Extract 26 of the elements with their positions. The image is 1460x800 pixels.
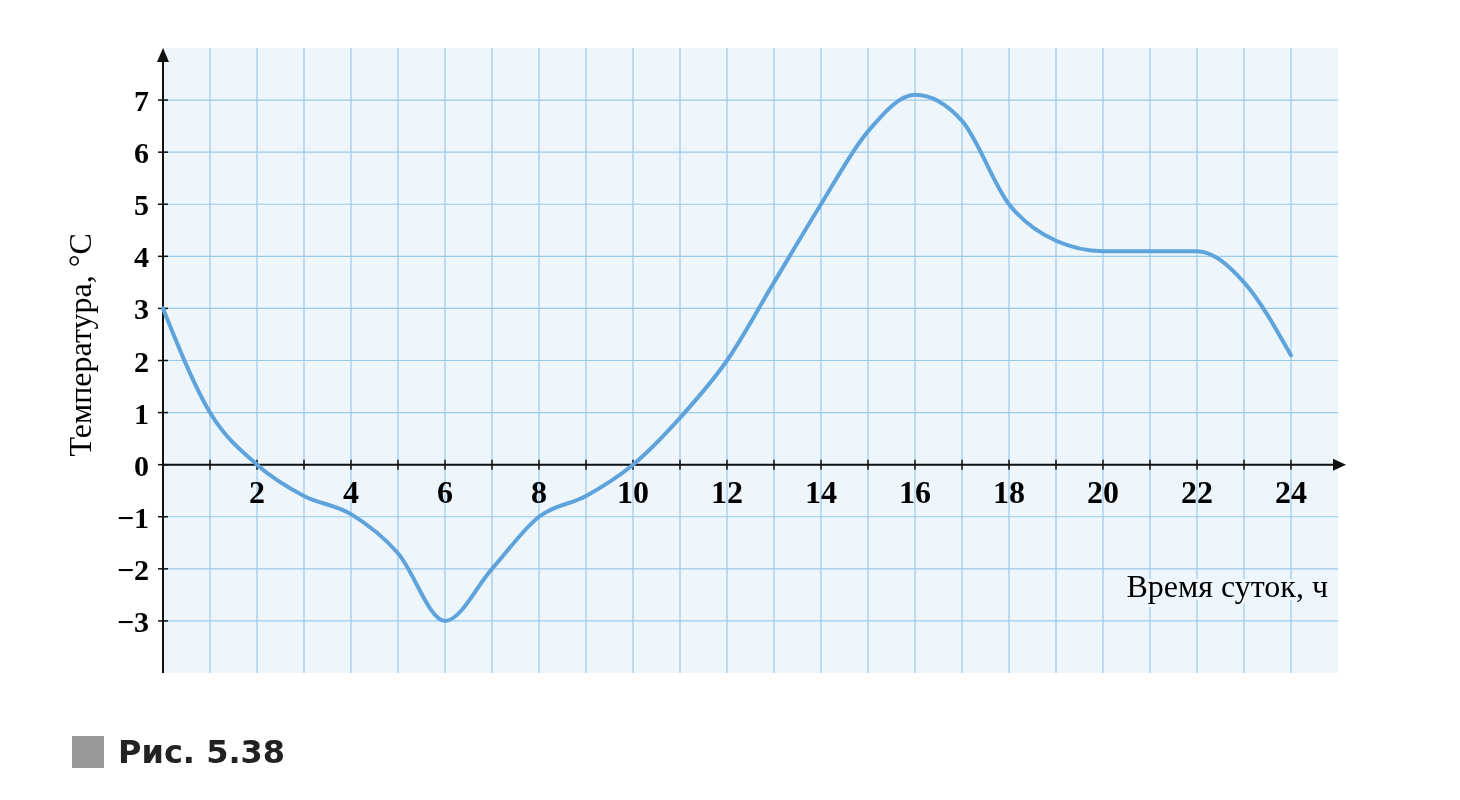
x-tick-label: 4 (343, 473, 359, 510)
y-axis-title: Температура, °C (62, 233, 98, 457)
x-tick-label: 16 (899, 473, 931, 510)
y-tick-label: 4 (134, 240, 149, 274)
y-tick-label: 0 (134, 448, 149, 482)
x-tick-label: 18 (993, 473, 1025, 510)
y-tick-label: 3 (134, 292, 149, 326)
x-tick-label: 6 (437, 473, 453, 510)
x-tick-label: 20 (1087, 473, 1119, 510)
x-tick-label: 24 (1275, 473, 1307, 510)
x-axis-title: Время суток, ч (1126, 568, 1328, 605)
y-tick-label: 1 (134, 396, 149, 430)
y-tick-label: 7 (134, 84, 149, 118)
y-tick-label: −2 (116, 552, 149, 586)
text: Рис. 5.38 (118, 733, 286, 771)
x-tick-label: 12 (711, 473, 743, 510)
y-tick-label: −3 (116, 604, 149, 638)
x-tick-label: 2 (249, 473, 265, 510)
y-tick-label: 6 (134, 136, 149, 170)
x-tick-label: 14 (805, 473, 837, 510)
y-tick-label: −1 (116, 500, 149, 534)
y-tick-label: 2 (134, 344, 149, 378)
x-tick-label: 10 (617, 473, 649, 510)
y-tick-label: 5 (134, 188, 149, 222)
x-tick-label: 8 (531, 473, 547, 510)
x-tick-label: 22 (1181, 473, 1213, 510)
